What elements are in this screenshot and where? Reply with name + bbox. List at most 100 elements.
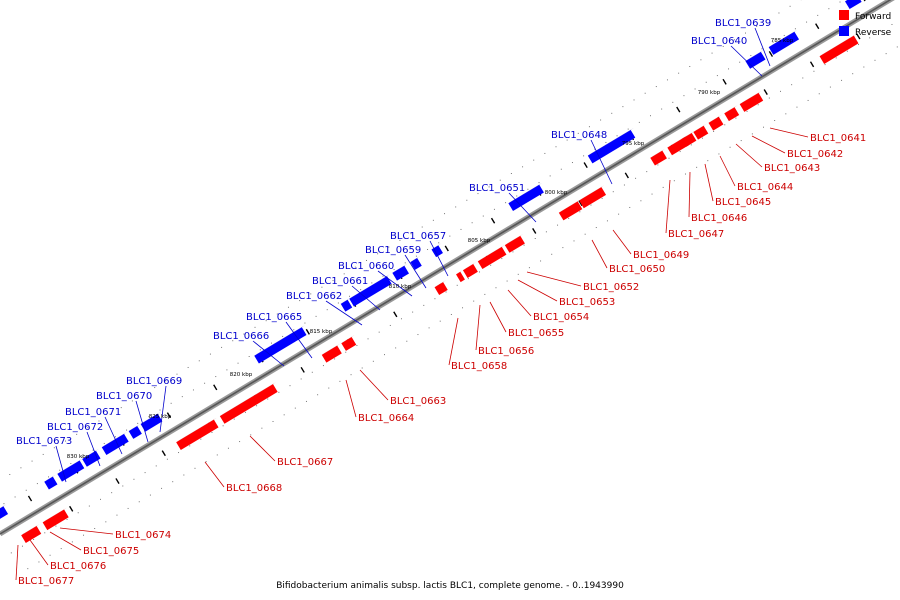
guide-dot <box>378 331 380 333</box>
reverse-gene-block <box>745 49 766 69</box>
guide-dot <box>166 458 168 460</box>
axis-core <box>0 0 892 535</box>
guide-dot <box>579 211 581 213</box>
guide-dot <box>668 157 670 159</box>
gene-leader-line <box>135 400 149 443</box>
gene-label: BLC1_0651 <box>469 183 525 194</box>
guide-dot <box>616 135 618 137</box>
guide-dot <box>81 456 83 458</box>
guide-dot <box>315 315 317 317</box>
guide-dot <box>87 427 89 429</box>
guide-dot <box>638 121 640 123</box>
guide-dot <box>657 164 659 166</box>
guide-dot <box>772 41 774 43</box>
legend-reverse-label: Reverse <box>855 28 892 38</box>
guide-dot <box>127 507 129 509</box>
guide-dot <box>729 146 731 148</box>
guide-dot <box>896 46 898 48</box>
guide-dot <box>48 476 50 478</box>
guide-dot <box>522 166 524 168</box>
guide-dot <box>332 280 334 282</box>
guide-dot <box>53 447 55 449</box>
guide-dot <box>349 295 351 297</box>
guide-dot <box>858 44 860 46</box>
gene-leader-line <box>754 27 771 67</box>
gene-label: BLC1_0654 <box>533 312 589 323</box>
axis-tick-label: 830 kbp <box>67 454 90 460</box>
gene-leader-line <box>59 527 114 535</box>
guide-dot <box>689 65 691 67</box>
guide-dot <box>835 57 837 59</box>
guide-dot <box>99 498 101 500</box>
guide-dot <box>305 400 307 402</box>
guide-dot <box>779 90 781 92</box>
guide-dot <box>278 391 280 393</box>
gene-label: BLC1_0664 <box>358 413 414 424</box>
guide-dot <box>42 453 44 455</box>
forward-gene-block <box>321 343 342 363</box>
gene-label: BLC1_0662 <box>286 291 342 302</box>
guide-dot <box>198 360 200 362</box>
guide-dot <box>36 483 38 485</box>
guide-dot <box>77 512 79 514</box>
guide-dot <box>334 358 336 360</box>
guide-dot <box>317 394 319 396</box>
forward-gene-block <box>579 185 607 209</box>
guide-dot <box>21 545 23 547</box>
guide-dot <box>131 400 133 402</box>
guide-dot <box>222 425 224 427</box>
gene-leader-line <box>404 254 427 289</box>
gene-leader-line <box>429 240 449 277</box>
guide-dot <box>549 175 551 177</box>
guide-dot <box>66 518 68 520</box>
gene-leader-line <box>377 270 413 297</box>
guide-dot <box>501 258 503 260</box>
guide-dot <box>339 380 341 382</box>
guide-dot <box>774 120 776 122</box>
guide-dot <box>138 501 140 503</box>
guide-dot <box>300 378 302 380</box>
guide-dot <box>891 23 893 25</box>
guide-dot <box>227 447 229 449</box>
gene-label: BLC1_0663 <box>390 396 446 407</box>
reverse-gene-block <box>845 0 862 10</box>
axis-tick-mark <box>69 505 74 512</box>
reverse-gene-block <box>392 263 409 281</box>
axis-tick-label: 800 kbp <box>545 190 568 196</box>
guide-dot <box>356 345 358 347</box>
guide-dot <box>629 206 631 208</box>
axis-tick-label: 805 kbp <box>468 238 491 244</box>
guide-dot <box>200 438 202 440</box>
guide-dot <box>739 61 741 63</box>
reverse-gene-block <box>101 431 129 455</box>
gene-label: BLC1_0674 <box>115 530 171 541</box>
guide-dot <box>880 30 882 32</box>
guide-dot <box>434 298 436 300</box>
guide-dot <box>161 487 163 489</box>
gene-leader-line <box>204 461 225 488</box>
guide-dot <box>740 140 742 142</box>
gene-leader-line <box>325 300 363 326</box>
guide-dot <box>852 73 854 75</box>
gene-label: BLC1_0642 <box>787 149 843 160</box>
guide-dot <box>544 152 546 154</box>
guide-dot <box>382 275 384 277</box>
gene-leader-line <box>252 340 285 367</box>
guide-dot <box>221 346 223 348</box>
gene-label: BLC1_0669 <box>126 376 182 387</box>
forward-gene-block <box>504 233 525 253</box>
guide-dot <box>31 460 33 462</box>
guide-dot <box>393 269 395 271</box>
gene-leader-line <box>86 431 101 467</box>
guide-dot <box>383 354 385 356</box>
gene-leader-line <box>448 317 459 366</box>
guide-dot <box>148 416 150 418</box>
gene-leader-line <box>351 285 381 311</box>
forward-gene-block <box>462 262 478 278</box>
axis-tick-mark <box>393 311 398 318</box>
guide-dot <box>143 393 145 395</box>
guide-dot <box>60 548 62 550</box>
guide-dot <box>724 124 726 126</box>
guide-dot <box>761 48 763 50</box>
gene-leader-line <box>159 385 167 433</box>
